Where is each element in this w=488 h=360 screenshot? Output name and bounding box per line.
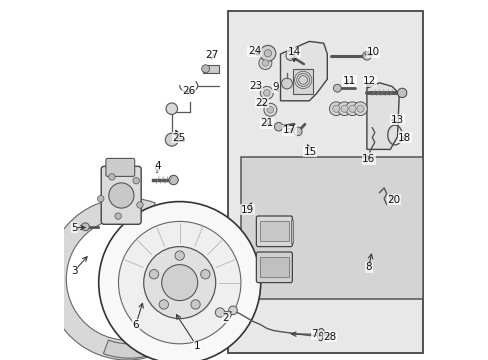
Circle shape (266, 107, 273, 113)
Circle shape (340, 105, 347, 112)
FancyBboxPatch shape (256, 216, 292, 247)
Circle shape (264, 103, 276, 116)
Circle shape (81, 223, 89, 231)
Circle shape (264, 50, 271, 57)
Circle shape (260, 45, 275, 61)
FancyBboxPatch shape (101, 166, 141, 224)
Circle shape (200, 270, 210, 279)
Circle shape (333, 84, 341, 92)
Text: 13: 13 (390, 114, 403, 125)
Circle shape (274, 122, 283, 131)
Text: 9: 9 (272, 82, 279, 92)
Circle shape (149, 270, 159, 279)
Circle shape (332, 105, 339, 112)
Circle shape (263, 90, 269, 96)
Text: 4: 4 (155, 161, 161, 171)
Circle shape (215, 308, 224, 317)
Text: 11: 11 (342, 76, 356, 86)
Text: 6: 6 (132, 320, 139, 330)
Circle shape (353, 102, 366, 116)
Circle shape (293, 127, 302, 136)
Text: 19: 19 (240, 204, 253, 215)
Text: 5: 5 (71, 222, 78, 233)
Bar (290, 220, 293, 243)
Circle shape (165, 133, 178, 146)
Text: 18: 18 (397, 132, 410, 143)
Text: 16: 16 (361, 154, 375, 164)
Circle shape (166, 103, 177, 114)
Bar (228, 11, 422, 353)
Text: 25: 25 (172, 132, 185, 143)
Circle shape (356, 105, 363, 112)
Text: 8: 8 (365, 262, 371, 272)
Text: 15: 15 (303, 147, 316, 157)
Text: 24: 24 (247, 46, 261, 56)
Circle shape (99, 202, 260, 360)
Text: 7: 7 (311, 329, 317, 339)
Bar (259, 257, 288, 277)
Circle shape (168, 175, 178, 185)
Text: 27: 27 (204, 50, 218, 60)
Circle shape (397, 88, 406, 98)
FancyBboxPatch shape (256, 252, 292, 283)
Circle shape (97, 195, 104, 202)
Text: 28: 28 (323, 332, 336, 342)
Text: 10: 10 (366, 47, 379, 57)
Circle shape (108, 183, 134, 208)
Circle shape (190, 300, 200, 309)
Circle shape (262, 60, 268, 66)
Text: 26: 26 (182, 86, 195, 96)
Text: 12: 12 (363, 76, 376, 86)
Bar (259, 221, 288, 241)
FancyBboxPatch shape (106, 158, 134, 176)
Circle shape (329, 102, 343, 116)
Circle shape (281, 78, 292, 89)
Bar (203, 65, 219, 73)
Wedge shape (103, 293, 203, 358)
Circle shape (362, 51, 370, 60)
Circle shape (337, 102, 351, 116)
Circle shape (345, 102, 359, 116)
Circle shape (260, 86, 273, 99)
Text: 1: 1 (193, 341, 200, 351)
Text: 21: 21 (260, 118, 273, 128)
Circle shape (162, 265, 197, 301)
Circle shape (285, 51, 295, 60)
Circle shape (133, 177, 139, 184)
Circle shape (201, 65, 209, 73)
Text: 2: 2 (222, 312, 228, 323)
Wedge shape (46, 198, 155, 360)
Circle shape (118, 221, 241, 344)
Circle shape (228, 306, 237, 315)
Circle shape (258, 57, 271, 69)
Circle shape (348, 105, 355, 112)
Circle shape (175, 251, 184, 260)
Bar (174, 138, 183, 141)
Circle shape (143, 247, 215, 319)
Text: 20: 20 (386, 195, 400, 205)
Circle shape (115, 213, 121, 219)
Text: 22: 22 (255, 98, 268, 108)
Bar (292, 69, 312, 94)
Bar (241, 157, 422, 299)
Text: 14: 14 (287, 47, 300, 57)
Polygon shape (366, 83, 399, 149)
Polygon shape (280, 41, 326, 101)
Text: 17: 17 (282, 125, 296, 135)
Circle shape (137, 202, 143, 208)
Text: 3: 3 (71, 266, 78, 276)
Circle shape (108, 174, 115, 180)
Circle shape (159, 300, 168, 309)
Text: 23: 23 (249, 81, 262, 91)
